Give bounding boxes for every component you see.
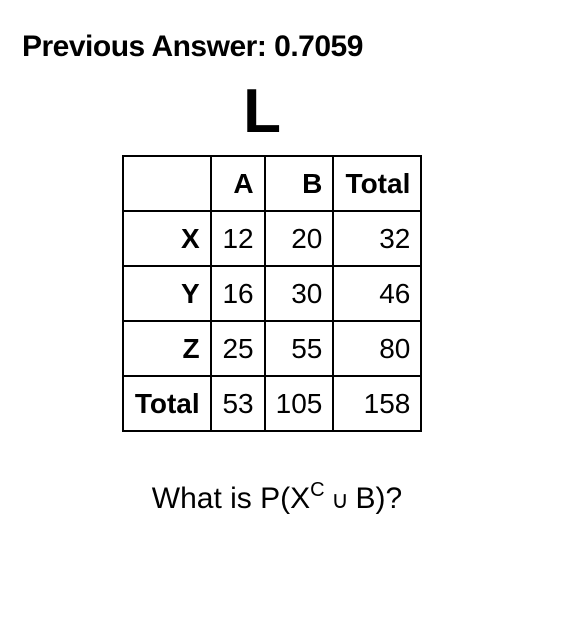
cell: 158 xyxy=(333,376,421,431)
question-prefix: What is P(X xyxy=(152,482,310,515)
cell: 32 xyxy=(333,211,421,266)
table-total-row: Total 53 105 158 xyxy=(123,376,422,431)
row-label-x: X xyxy=(123,211,211,266)
question-superscript: C xyxy=(310,479,324,501)
cell: 16 xyxy=(211,266,265,321)
question-union: ∪ xyxy=(325,487,356,514)
col-header-a: A xyxy=(211,156,265,211)
corner-cell xyxy=(123,156,211,211)
table-row: X 12 20 32 xyxy=(123,211,422,266)
table-container: A B Total X 12 20 32 Y 16 30 46 Z 25 55 … xyxy=(0,155,584,432)
cell: 20 xyxy=(265,211,334,266)
row-label-z: Z xyxy=(123,321,211,376)
cell: 12 xyxy=(211,211,265,266)
cell: 53 xyxy=(211,376,265,431)
section-letter: L xyxy=(0,76,584,147)
row-label-y: Y xyxy=(123,266,211,321)
cell: 105 xyxy=(265,376,334,431)
cell: 55 xyxy=(265,321,334,376)
cell: 25 xyxy=(211,321,265,376)
table-row: Y 16 30 46 xyxy=(123,266,422,321)
col-header-total: Total xyxy=(333,156,421,211)
table-row: Z 25 55 80 xyxy=(123,321,422,376)
cell: 80 xyxy=(333,321,421,376)
table-header-row: A B Total xyxy=(123,156,422,211)
row-label-total: Total xyxy=(123,376,211,431)
probability-table: A B Total X 12 20 32 Y 16 30 46 Z 25 55 … xyxy=(122,155,423,432)
page-title: Previous Answer: 0.7059 xyxy=(0,30,584,64)
question-text: What is P(XC ∪ B)? xyxy=(0,480,584,516)
cell: 46 xyxy=(333,266,421,321)
col-header-b: B xyxy=(265,156,334,211)
cell: 30 xyxy=(265,266,334,321)
question-suffix: B)? xyxy=(356,482,403,515)
